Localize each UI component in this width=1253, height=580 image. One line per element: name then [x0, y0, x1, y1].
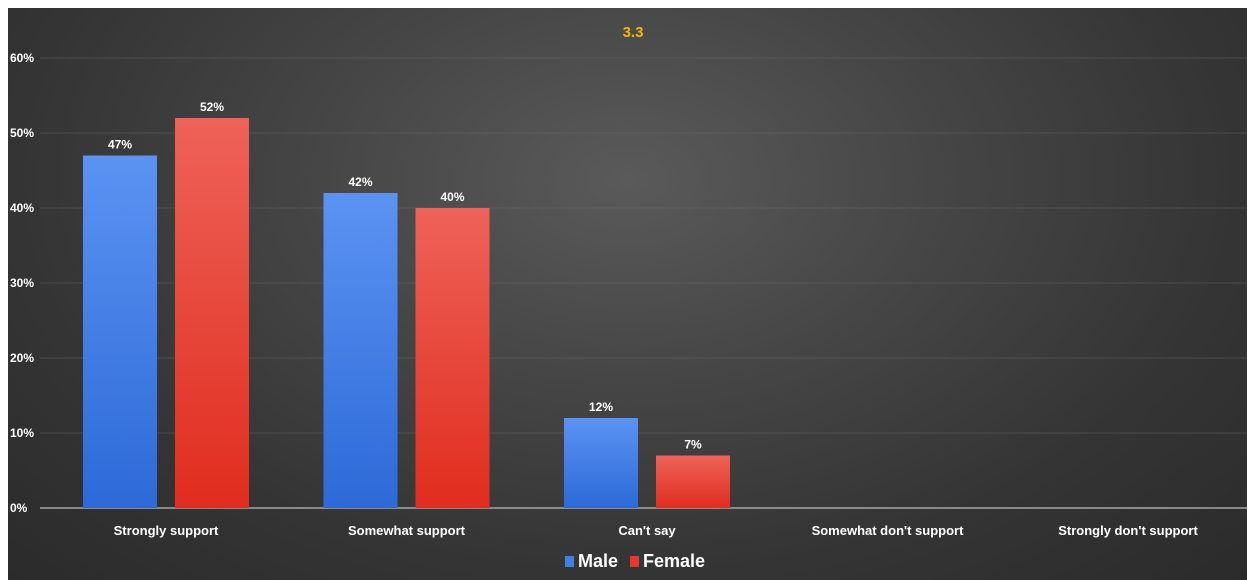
x-category-label: Can't say	[618, 523, 676, 538]
chart-frame: 0% 10% 20% 30% 40% 50% 60% 47% 52% 42% 40% 12% 7% S…	[8, 8, 1247, 580]
x-category-label: Strongly support	[114, 523, 219, 538]
x-category-label: Strongly don't support	[1058, 523, 1198, 538]
x-category-label: Somewhat support	[348, 523, 466, 538]
data-label-female-1: 40%	[440, 190, 464, 204]
data-labels: 47% 52% 42% 40% 12% 7%	[108, 100, 702, 452]
y-tick-label: 50%	[10, 126, 34, 140]
data-label-male-0: 47%	[108, 138, 132, 152]
y-tick-label: 20%	[10, 351, 34, 365]
bar-female-2	[656, 455, 730, 508]
x-axis-categories: Strongly support Somewhat support Can't sa…	[114, 523, 1199, 538]
legend: Male Female	[565, 551, 705, 571]
data-label-male-1: 42%	[348, 175, 372, 189]
legend-label-female: Female	[643, 551, 705, 571]
y-tick-label: 40%	[10, 201, 34, 215]
bar-female-1	[415, 208, 490, 508]
data-label-female-0: 52%	[200, 100, 224, 114]
bar-male-0	[83, 155, 157, 508]
data-label-female-2: 7%	[684, 438, 702, 452]
legend-swatch-female	[630, 556, 640, 567]
y-tick-label: 10%	[10, 426, 34, 440]
x-category-label: Somewhat don't support	[812, 523, 965, 538]
y-tick-label: 60%	[10, 51, 34, 65]
legend-swatch-male	[565, 556, 574, 567]
bar-male-1	[323, 193, 398, 508]
bar-male-2	[564, 418, 638, 508]
legend-label-male: Male	[578, 551, 618, 571]
chart-title: 3.3	[623, 24, 644, 41]
bars	[83, 118, 730, 508]
y-axis-ticks: 0% 10% 20% 30% 40% 50% 60%	[10, 51, 34, 515]
y-tick-label: 30%	[10, 276, 34, 290]
bar-female-0	[175, 118, 249, 508]
bar-chart: 0% 10% 20% 30% 40% 50% 60% 47% 52% 42% 40% 12% 7% S…	[10, 24, 1247, 571]
y-tick-label: 0%	[10, 501, 28, 515]
data-label-male-2: 12%	[589, 400, 613, 414]
